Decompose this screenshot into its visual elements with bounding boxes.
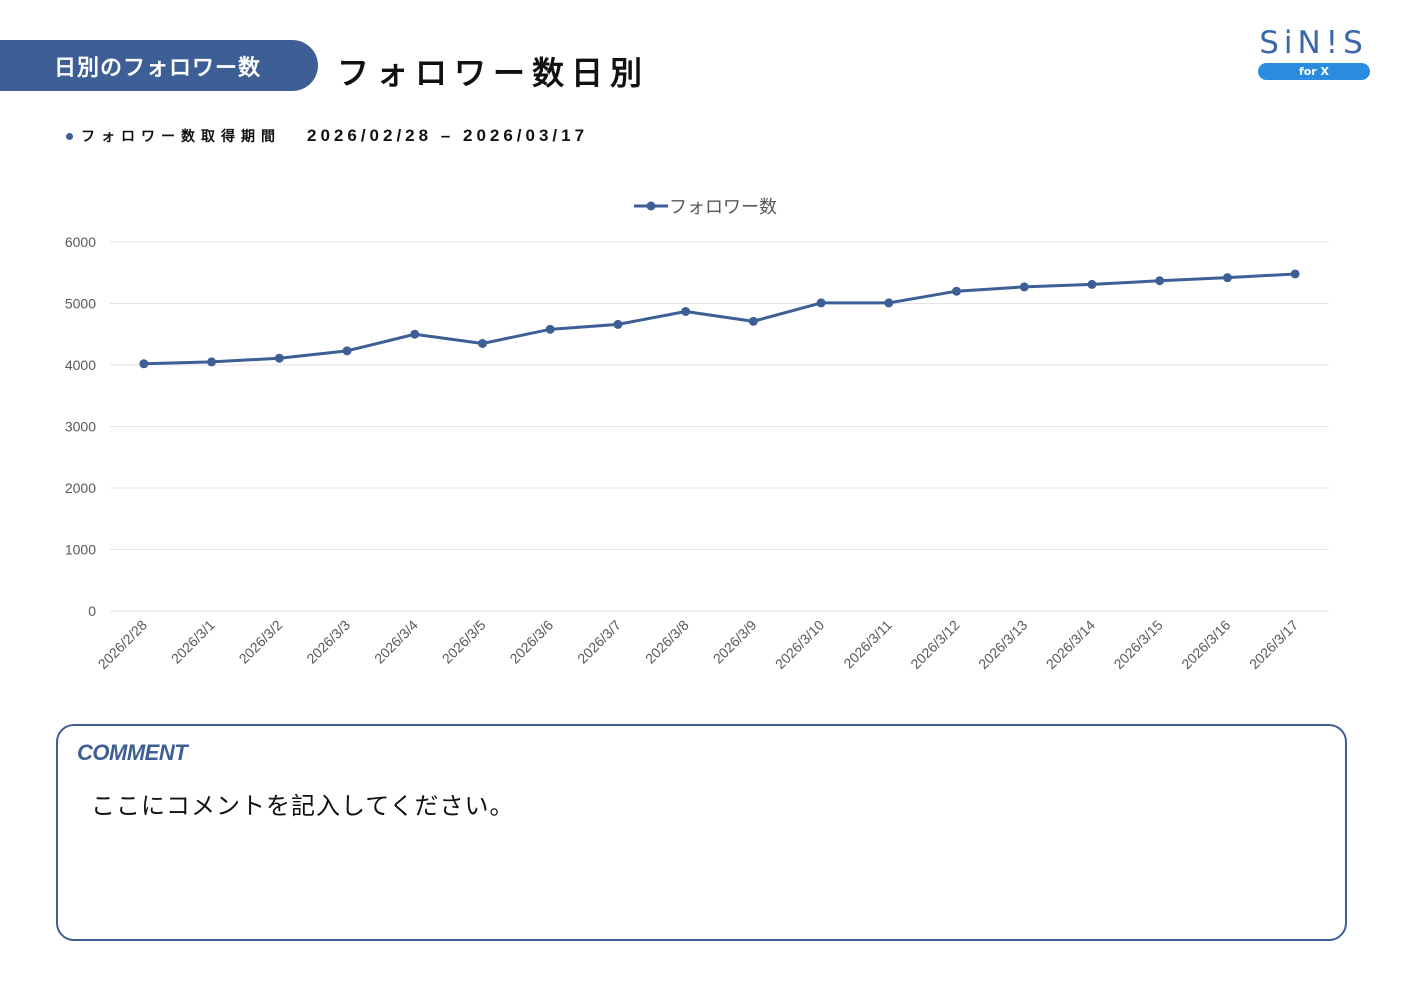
data-point [1019, 282, 1029, 292]
bullet-icon [66, 132, 73, 140]
logo-badge: for X [1258, 63, 1370, 80]
section-tab-label: 日別のフォロワー数 [0, 40, 318, 91]
data-point [613, 319, 623, 329]
x-tick-label: 2026/3/6 [506, 617, 556, 667]
x-tick-label: 2026/2/28 [95, 617, 151, 673]
x-tick-label: 2026/3/15 [1110, 617, 1166, 673]
data-point [1222, 273, 1232, 283]
legend-label: フォロワー数 [669, 197, 777, 218]
x-tick-label: 2026/3/10 [772, 617, 828, 673]
data-point [1155, 276, 1165, 286]
data-point [816, 298, 826, 308]
x-tick-label: 2026/3/5 [439, 617, 489, 667]
y-tick-label: 0 [88, 603, 96, 619]
x-tick-label: 2026/3/14 [1043, 617, 1099, 673]
page-title: フォロワー数日別 [337, 54, 650, 92]
y-tick-label: 3000 [65, 419, 96, 435]
comment-heading: COMMENT [77, 740, 188, 765]
x-tick-label: 2026/3/3 [303, 617, 353, 667]
x-tick-label: 2026/3/9 [710, 617, 760, 667]
x-tick-label: 2026/3/16 [1178, 617, 1234, 673]
data-point [681, 306, 691, 316]
y-tick-label: 1000 [65, 542, 96, 558]
period-range: 2026/02/28 – 2026/03/17 [307, 126, 589, 145]
period-label: フォロワー数取得期間 [81, 129, 281, 145]
data-point [410, 329, 420, 339]
data-point [1087, 279, 1097, 289]
series-line [143, 272, 1296, 366]
sinis-logo: SiN!S for X [1256, 26, 1371, 82]
data-point [139, 359, 149, 369]
follower-line-chart: 0 1000 2000 3000 4000 5000 6000 2026/2/28 2026/3… [65, 197, 1329, 673]
x-tick-label: 2026/3/11 [840, 617, 895, 672]
data-point [274, 353, 284, 363]
period-info: フォロワー数取得期間 2026/02/28 – 2026/03/17 [66, 126, 588, 146]
data-point [545, 324, 555, 334]
x-tick-label: 2026/3/13 [975, 617, 1031, 673]
data-point [884, 298, 894, 308]
y-tick-label: 5000 [65, 296, 96, 312]
data-point [1290, 269, 1300, 279]
y-tick-label: 4000 [65, 357, 96, 373]
data-point [952, 286, 962, 296]
data-point [342, 346, 352, 356]
x-tick-label: 2026/3/4 [371, 617, 421, 667]
x-tick-label: 2026/3/2 [236, 617, 286, 667]
x-tick-label: 2026/3/1 [168, 617, 218, 667]
data-point [748, 316, 758, 326]
y-tick-label: 2000 [65, 480, 96, 496]
y-tick-label: 6000 [65, 234, 96, 250]
x-tick-label: 2026/3/8 [642, 617, 692, 667]
x-tick-label: 2026/3/7 [574, 617, 624, 667]
x-tick-label: 2026/3/12 [907, 617, 963, 673]
comment-box: COMMENT ここにコメントを記入してください。 [56, 724, 1347, 941]
data-point [207, 357, 217, 367]
x-tick-label: 2026/3/17 [1246, 617, 1302, 673]
logo-wordmark: SiN!S [1259, 25, 1368, 61]
legend-marker [646, 201, 656, 211]
data-point [477, 338, 487, 348]
comment-text[interactable]: ここにコメントを記入してください。 [91, 792, 515, 820]
